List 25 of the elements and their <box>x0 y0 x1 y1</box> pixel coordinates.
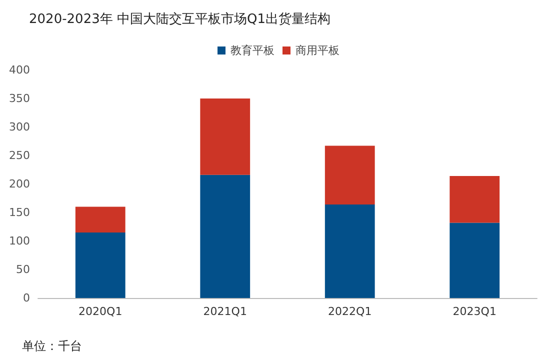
bar <box>324 146 375 205</box>
chart-title: 2020-2023年 中国大陆交互平板市场Q1出货量结构 <box>29 11 330 27</box>
bar <box>450 222 500 298</box>
x-tick-label: 2020Q1 <box>78 305 122 318</box>
y-tick-label: 150 <box>9 206 30 219</box>
x-tick-label: 2021Q1 <box>203 305 247 318</box>
y-tick-label: 0 <box>23 292 30 304</box>
y-tick-label: 200 <box>9 178 30 190</box>
legend-label: 教育平板 <box>230 44 274 57</box>
y-tick-label: 250 <box>9 149 30 162</box>
bar <box>200 174 250 298</box>
y-tick-label: 400 <box>9 64 30 76</box>
bar <box>75 206 126 232</box>
text: 单位：千台 <box>22 339 82 353</box>
x-tick-label: 2022Q1 <box>328 305 372 318</box>
y-tick-label: 350 <box>9 92 30 105</box>
y-tick-label: 50 <box>16 263 30 276</box>
legend-label: 商用平板 <box>296 44 340 57</box>
bar <box>200 98 250 175</box>
y-tick-label: 100 <box>9 234 30 248</box>
bar <box>324 204 375 298</box>
bar <box>450 176 500 223</box>
bar <box>75 232 126 298</box>
x-tick-label: 2023Q1 <box>452 305 496 318</box>
y-tick-label: 300 <box>9 120 30 134</box>
